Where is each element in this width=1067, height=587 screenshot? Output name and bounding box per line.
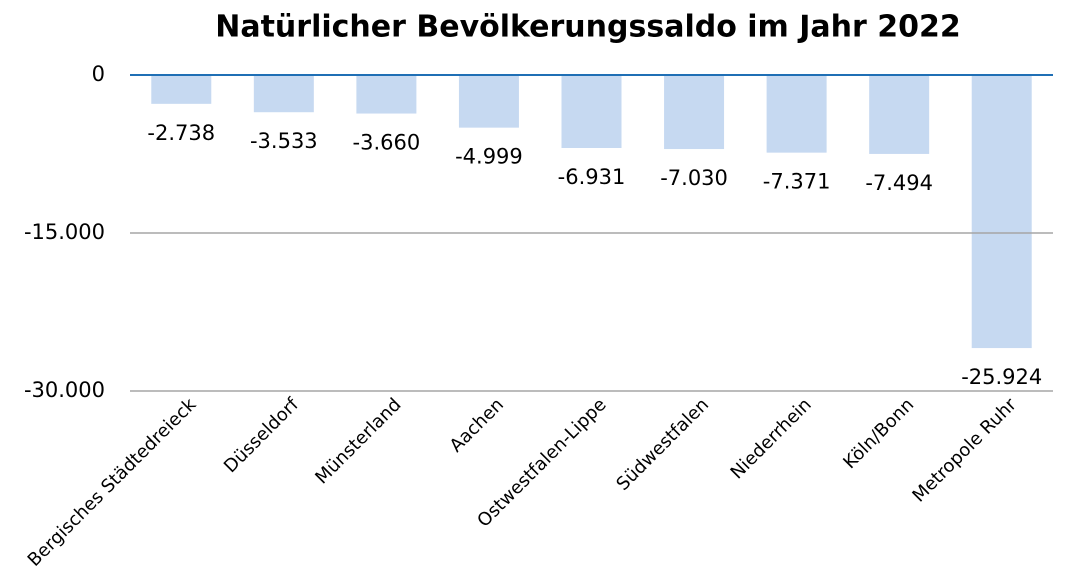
data-label: -6.931	[558, 165, 626, 189]
chart-title: Natürlicher Bevölkerungssaldo im Jahr 20…	[215, 10, 961, 45]
data-label: -4.999	[455, 145, 523, 169]
data-label: -25.924	[961, 365, 1042, 389]
x-tick-label: Düsseldorf	[220, 394, 303, 477]
data-label: -3.660	[353, 131, 421, 155]
y-tick-label: -15.000	[24, 220, 105, 244]
bar	[253, 75, 314, 113]
x-tick-label: Metropole Ruhr	[908, 394, 1021, 507]
x-tick-label: Aachen	[446, 394, 508, 456]
bar	[561, 75, 622, 149]
data-label: -7.494	[865, 171, 933, 195]
bar	[458, 75, 519, 128]
data-label: -2.738	[147, 121, 215, 145]
bar	[356, 75, 417, 114]
data-label: -7.030	[660, 166, 728, 190]
y-tick-label: 0	[92, 62, 105, 86]
data-label: -7.371	[763, 170, 831, 194]
bar	[869, 75, 930, 154]
x-tick-label: Niederrhein	[727, 394, 816, 483]
data-label: -3.533	[250, 129, 318, 153]
x-tick-label: Münsterland	[311, 394, 405, 488]
x-tick-label: Köln/Bonn	[839, 394, 918, 473]
x-tick-label: Südwestfalen	[612, 394, 713, 495]
x-tick-label: Bergisches Städtedreieck	[24, 394, 201, 571]
bar	[766, 75, 827, 153]
y-tick-label: -30.000	[24, 378, 105, 402]
bar	[664, 75, 725, 150]
bar	[151, 75, 212, 104]
bar	[971, 75, 1032, 349]
